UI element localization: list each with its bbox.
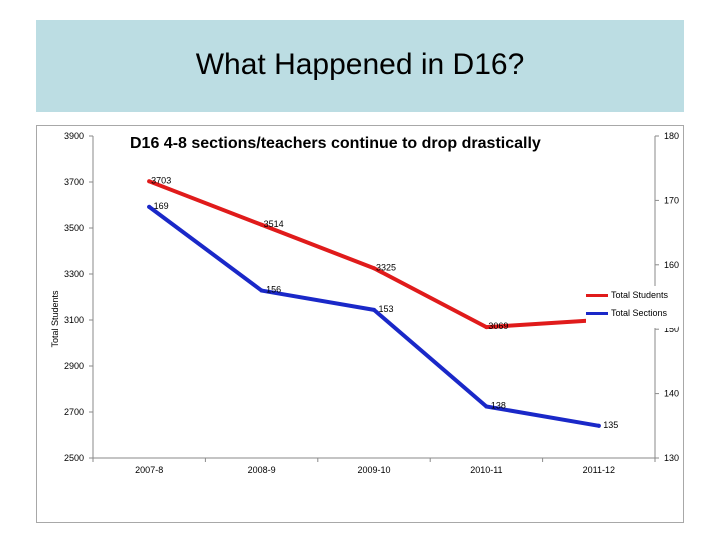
data-point-sections [259, 288, 264, 293]
data-point-students [484, 325, 489, 330]
data-label-students: 3514 [264, 219, 284, 229]
data-point-students [259, 222, 264, 227]
chart-title: D16 4-8 sections/teachers continue to dr… [130, 135, 541, 152]
y-tick-label-left: 3500 [64, 223, 84, 233]
legend-item-sections: Total Sections [586, 306, 667, 320]
y-tick-label-left: 3900 [64, 131, 84, 141]
slide-title: What Happened in D16? [195, 48, 525, 81]
y-tick-label-left: 2500 [64, 453, 84, 463]
data-label-sections: 169 [154, 201, 169, 211]
data-point-sections [596, 423, 601, 428]
legend-swatch-sections [586, 311, 608, 315]
title-band [36, 20, 684, 112]
chart-frame [36, 125, 684, 523]
data-point-sections [147, 204, 152, 209]
y-tick-label-left: 2700 [64, 407, 84, 417]
y-tick-label-right: 130 [664, 453, 679, 463]
data-label-students: 3069 [488, 321, 508, 331]
data-label-sections: 135 [603, 420, 618, 430]
y-tick-label-right: 160 [664, 260, 679, 270]
data-label-students: 3325 [376, 262, 396, 272]
legend-label-students: Total Students [611, 290, 669, 300]
y-tick-label-left: 3100 [64, 315, 84, 325]
data-label-students: 3703 [151, 175, 171, 185]
x-tick-label: 2007-8 [135, 465, 163, 475]
data-point-students [372, 266, 376, 271]
legend-label-sections: Total Sections [611, 308, 668, 318]
y-tick-label-right: 140 [664, 389, 679, 399]
legend-swatch-students [586, 293, 608, 297]
y-tick-label-right: 150 [664, 324, 679, 334]
x-tick-label: 2011-12 [583, 465, 615, 475]
legend: Total Students Total Sections [586, 286, 678, 328]
y-tick-label-left: 2900 [64, 361, 84, 371]
series-line-students [147, 179, 601, 330]
y-tick-label-right: 180 [664, 131, 679, 141]
data-point-sections [372, 307, 376, 312]
legend-item-students: Total Students [586, 288, 668, 302]
x-tick-label: 2010-11 [470, 465, 502, 475]
data-label-sections: 138 [491, 400, 506, 410]
x-tick-label: 2009-10 [357, 465, 390, 475]
data-label-sections: 156 [266, 285, 281, 295]
data-point-sections [484, 404, 489, 409]
data-point-students [147, 179, 152, 184]
x-tick-label: 2008-9 [248, 465, 276, 475]
y-tick-label-left: 3300 [64, 269, 84, 279]
series-line-sections [147, 204, 601, 428]
y-tick-label-right: 170 [664, 195, 679, 205]
data-label-sections: 153 [378, 304, 393, 314]
y-axis-label: Total Students [50, 290, 60, 348]
y-tick-label-left: 3700 [64, 177, 84, 187]
